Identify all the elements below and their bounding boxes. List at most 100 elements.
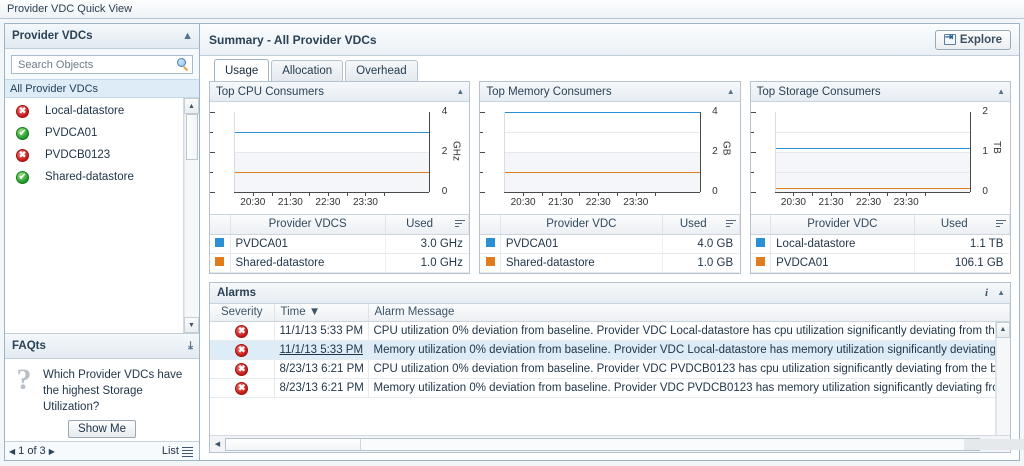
legend-row[interactable]: Shared-datastore 1.0 GB (480, 253, 740, 273)
table-row[interactable]: ✖ 11/1/13 5:33 PM Memory utilization 0% … (210, 340, 1010, 360)
gridline (505, 152, 700, 153)
legend-used: 1.0 GHz (385, 253, 469, 273)
chevron-up-icon[interactable]: ▲ (182, 30, 193, 42)
table-row[interactable]: ✖ 8/23/13 6:21 PM CPU utilization 0% dev… (210, 359, 1010, 379)
list-item[interactable]: ✖ Local-datastore (5, 100, 199, 122)
explore-button[interactable]: Explore (934, 29, 1011, 50)
pager-next-icon[interactable]: ▶ (48, 446, 55, 456)
series-line (775, 187, 970, 189)
list-item[interactable]: ✔ PVDCA01 (5, 122, 199, 144)
series-line (235, 132, 430, 133)
col-time[interactable]: Time ▼ (274, 303, 369, 322)
tab-allocation[interactable]: Allocation (271, 60, 344, 81)
window-titlebar: Provider VDC Quick View (0, 0, 1024, 19)
x-tick-minor (812, 192, 814, 196)
legend-name-col[interactable]: Provider VDC (770, 215, 915, 235)
list-item[interactable]: ✔ Shared-datastore (5, 166, 199, 188)
scroll-up-button[interactable]: ▲ (184, 98, 199, 114)
list-item[interactable]: ✖ PVDCB0123 (5, 144, 199, 166)
y-tick-minor (750, 132, 754, 133)
legend-used-col[interactable]: Used (385, 215, 470, 235)
hscroll-secondary-region[interactable] (964, 438, 1024, 450)
tab-content: Top CPU Consumers ▲ 20:30 21:30 22:30 23:30… (200, 81, 1024, 460)
time-cell: 8/23/13 6:21 PM (274, 359, 369, 379)
severity-cell: ✖ (210, 378, 275, 398)
alarms-tools: i ▲ (985, 287, 1005, 299)
legend-row[interactable]: PVDCA01 4.0 GB (480, 234, 740, 254)
x-tick-label: 23:30 (623, 197, 649, 208)
chevron-up-icon[interactable]: ▲ (997, 288, 1005, 297)
alarms-vertical-scrollbar[interactable]: ▲ (995, 321, 1010, 435)
x-tick (635, 192, 637, 196)
legend-used: 4.0 GB (662, 234, 740, 254)
alarms-horizontal-scrollbar[interactable]: ◀ ▶ (210, 435, 1024, 452)
x-tick (327, 192, 329, 196)
table-row[interactable]: ✖ 11/1/13 5:33 PM CPU utilization 0% dev… (210, 321, 1010, 341)
sidebar: Provider VDCs ▲ All Provider VDCs ✖ Loca… (5, 24, 200, 460)
search-icon[interactable] (176, 58, 189, 71)
faqts-header: FAQts ⤓ (5, 334, 199, 359)
legend-swatch-cell (210, 234, 231, 254)
sidebar-title: Provider VDCs (12, 30, 93, 42)
legend-name-col[interactable]: Provider VDC (500, 215, 663, 235)
x-tick (290, 192, 292, 196)
chevron-up-icon[interactable]: ▲ (726, 87, 735, 96)
legend-row[interactable]: PVDCA01 106.1 GB (750, 253, 1010, 273)
faqts-pager: ◀ 1 of 3 ▶ (9, 445, 55, 457)
sort-icon[interactable] (725, 220, 736, 229)
show-me-button[interactable]: Show Me (68, 420, 136, 438)
sort-icon[interactable] (455, 220, 466, 229)
cpu-legend: Provider VDCS Used PVDCA01 3.0 G (210, 214, 470, 273)
chevron-up-icon[interactable]: ▲ (456, 87, 465, 96)
legend-row[interactable]: Local-datastore 1.1 TB (750, 234, 1010, 254)
table-row[interactable]: ✖ 8/23/13 6:21 PM Memory utilization 0% … (210, 378, 1010, 398)
legend-used-col[interactable]: Used (662, 215, 740, 235)
scroll-track[interactable] (184, 114, 199, 317)
y-tick (480, 112, 486, 113)
search-box[interactable] (11, 55, 193, 74)
all-provider-vdcs-row[interactable]: All Provider VDCs (5, 79, 199, 98)
plot-canvas (774, 112, 970, 192)
question-mark-icon: ? (16, 363, 32, 396)
x-tick-label: 22:30 (585, 197, 611, 208)
col-alarm-message[interactable]: Alarm Message (368, 303, 1010, 322)
time-link[interactable]: 11/1/13 5:33 PM (279, 344, 364, 356)
hscroll-track[interactable] (225, 437, 1024, 451)
scroll-left-button[interactable]: ◀ (210, 436, 225, 452)
tab-overhead[interactable]: Overhead (345, 60, 418, 81)
legend-name: PVDCA01 (230, 234, 386, 254)
chevron-up-icon[interactable]: ▲ (997, 87, 1005, 96)
legend-used-col[interactable]: Used (914, 215, 1010, 235)
sort-icon[interactable] (995, 220, 1006, 229)
pager-prev-icon[interactable]: ◀ (9, 446, 16, 456)
x-tick-label: 21:30 (818, 197, 844, 208)
legend-name: Shared-datastore (230, 253, 386, 273)
x-axis (234, 192, 430, 193)
scroll-down-button[interactable]: ▼ (184, 317, 199, 333)
scroll-up-button[interactable]: ▲ (996, 321, 1010, 338)
chevron-down-double-icon[interactable]: ⤓ (188, 339, 193, 352)
col-severity[interactable]: Severity (210, 303, 275, 322)
tab-usage[interactable]: Usage (214, 59, 270, 81)
search-input[interactable] (16, 57, 176, 72)
scroll-track[interactable] (996, 337, 1010, 435)
legend-row[interactable]: PVDCA01 3.0 GHz (210, 234, 469, 254)
legend-table: Provider VDC Used PVDCA01 4.0 GB (480, 215, 740, 273)
card-header: Top Memory Consumers ▲ (480, 82, 740, 102)
x-tick-minor (654, 192, 656, 196)
series-color-swatch (485, 256, 495, 266)
legend-row[interactable]: Shared-datastore 1.0 GHz (210, 253, 469, 273)
x-tick-minor (541, 192, 543, 196)
x-axis (504, 192, 700, 193)
legend-swatch-cell (210, 253, 231, 273)
info-icon[interactable]: i (985, 286, 989, 299)
y-tick (750, 152, 756, 153)
hscroll-thumb[interactable] (226, 438, 361, 450)
legend-name-col[interactable]: Provider VDCS (230, 215, 386, 235)
gridline (505, 132, 700, 133)
list-view-button[interactable]: List (162, 445, 193, 457)
object-list-scrollbar[interactable]: ▲ ▼ (183, 98, 199, 333)
scroll-thumb[interactable] (186, 114, 198, 160)
cpu-chart-plot: 20:30 21:30 22:30 23:30 0 2 4 GHz (210, 102, 470, 214)
legend-name: Local-datastore (770, 234, 915, 254)
